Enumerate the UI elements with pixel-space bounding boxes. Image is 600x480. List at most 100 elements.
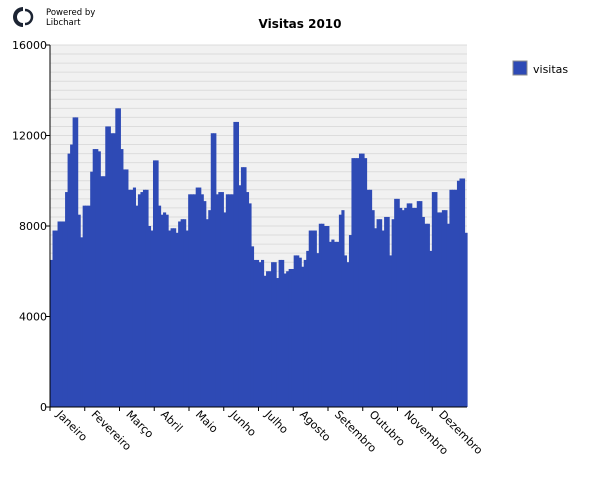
bar	[454, 189, 458, 407]
bar	[117, 108, 121, 407]
bar	[75, 117, 79, 408]
chart-title: Visitas 2010	[259, 17, 342, 31]
bar	[228, 194, 232, 407]
bar	[188, 194, 192, 407]
bar	[115, 108, 119, 407]
bar	[308, 230, 312, 407]
bar	[348, 235, 353, 407]
bar	[306, 250, 310, 407]
y-tick-label: 12000	[12, 130, 47, 143]
bar	[65, 192, 69, 407]
bar	[416, 201, 420, 407]
legend-swatch	[512, 60, 528, 76]
bar	[419, 201, 423, 407]
bar	[55, 230, 59, 407]
bar	[364, 158, 368, 408]
bar	[456, 180, 461, 407]
bar	[208, 210, 212, 407]
bar	[122, 169, 126, 407]
bar	[293, 255, 297, 407]
legend: visitas	[512, 60, 568, 76]
bar	[341, 210, 345, 407]
bar	[286, 271, 290, 407]
bar	[351, 158, 355, 408]
bar	[70, 144, 74, 408]
x-tick-label: Junho	[227, 407, 259, 439]
bar	[205, 219, 209, 407]
x-tick-label: Agosto	[297, 408, 333, 444]
bar	[248, 203, 252, 408]
bar	[268, 271, 272, 407]
bar	[356, 158, 360, 408]
bar	[379, 219, 383, 407]
bar	[80, 237, 84, 407]
bar	[384, 216, 388, 407]
branding-line2: Libchart	[46, 18, 81, 28]
bar	[263, 275, 267, 407]
bar	[386, 216, 390, 407]
bar	[220, 192, 224, 407]
branding-line1: Powered by	[46, 8, 95, 18]
x-tick-label: Maio	[193, 408, 221, 436]
bar	[160, 214, 164, 407]
bar	[198, 187, 202, 407]
bar	[243, 167, 247, 407]
bar	[168, 230, 172, 407]
bar	[213, 133, 217, 408]
bar	[409, 203, 413, 408]
bar	[318, 223, 322, 407]
bar	[238, 185, 242, 407]
bar	[200, 194, 204, 407]
bar	[449, 189, 453, 407]
bar	[112, 133, 116, 408]
x-tick-label: Julho	[262, 407, 291, 436]
bar	[233, 121, 237, 408]
bar	[165, 214, 169, 407]
bar	[273, 262, 277, 407]
y-axis-ticks: 0 4000 8000 12000 16000	[12, 39, 50, 414]
y-tick-label: 16000	[12, 39, 47, 52]
bar	[110, 133, 114, 408]
bar	[152, 160, 157, 407]
bar	[441, 210, 445, 407]
bar	[283, 273, 287, 407]
bar	[140, 192, 144, 407]
bar	[446, 223, 451, 407]
bar	[90, 171, 94, 407]
bar	[158, 205, 162, 407]
bar	[303, 259, 307, 407]
bar	[374, 228, 378, 407]
libchart-logo-mark	[13, 7, 34, 27]
bar	[250, 246, 255, 407]
bar	[163, 212, 167, 407]
bar	[288, 268, 292, 407]
bar	[245, 192, 250, 407]
bar	[328, 241, 332, 407]
bar	[100, 176, 104, 407]
bar	[235, 121, 239, 408]
bar	[261, 259, 265, 407]
bar	[107, 126, 111, 407]
bar	[190, 194, 194, 407]
bar	[414, 207, 418, 407]
bar	[353, 158, 358, 408]
x-tick-label: Abril	[158, 408, 185, 435]
bar	[60, 221, 64, 407]
bar	[85, 205, 89, 407]
bar	[426, 223, 430, 407]
bar	[62, 221, 66, 407]
bar	[180, 219, 184, 407]
bar	[461, 178, 466, 407]
bar	[147, 226, 152, 407]
bar	[343, 255, 348, 407]
y-tick-label: 0	[40, 401, 47, 414]
bar	[313, 230, 317, 407]
bar	[434, 192, 438, 407]
bar	[97, 151, 101, 407]
bar	[258, 262, 262, 407]
bar	[130, 189, 134, 407]
bar	[316, 253, 320, 407]
bar	[336, 241, 340, 407]
